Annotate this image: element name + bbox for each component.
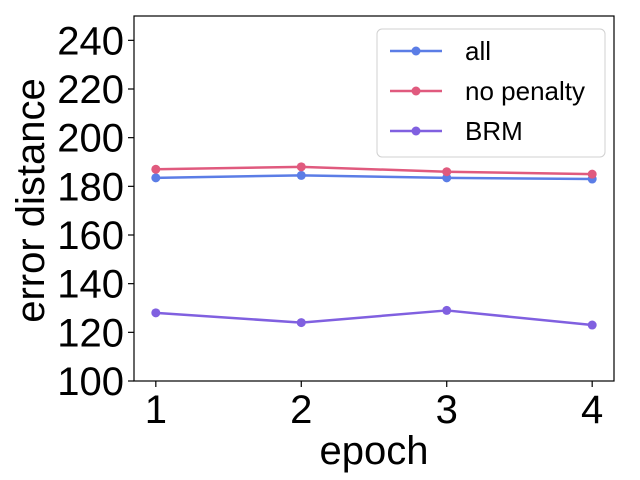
data-point — [442, 305, 452, 315]
legend-box — [376, 28, 606, 158]
legend-label: BRM — [465, 116, 523, 146]
y-tick-label: 180 — [57, 165, 124, 209]
legend-marker — [411, 46, 421, 56]
y-tick-label: 140 — [57, 263, 124, 307]
y-tick-label: 240 — [57, 19, 124, 63]
x-tick-label: 3 — [436, 388, 458, 432]
x-tick-label: 1 — [145, 388, 167, 432]
legend-label: all — [465, 36, 491, 66]
data-point — [587, 169, 597, 179]
data-point — [442, 167, 452, 177]
legend-marker — [411, 126, 421, 136]
y-tick-label: 100 — [57, 360, 124, 404]
legend-label: no penalty — [465, 76, 585, 106]
legend-marker — [411, 86, 421, 96]
series-lines — [151, 162, 597, 330]
data-point — [296, 162, 306, 172]
data-point — [151, 164, 161, 174]
x-axis-ticks: 1 2 3 4 — [145, 381, 603, 432]
y-axis-label: error distance — [9, 78, 53, 323]
x-tick-label: 4 — [581, 388, 603, 432]
series-line-2 — [155, 165, 593, 176]
y-tick-label: 220 — [57, 68, 124, 112]
y-tick-label: 120 — [57, 311, 124, 355]
data-point — [151, 173, 161, 183]
series-line-3 — [155, 309, 593, 327]
data-point — [296, 170, 306, 180]
data-point — [587, 320, 597, 330]
legend: all no penalty BRM — [376, 28, 606, 158]
x-axis-label: epoch — [320, 429, 429, 473]
y-tick-label: 160 — [57, 214, 124, 258]
data-point — [296, 318, 306, 328]
data-point — [151, 308, 161, 318]
x-tick-label: 2 — [290, 388, 312, 432]
y-tick-label: 200 — [57, 117, 124, 161]
plot-area-frame — [133, 15, 615, 382]
series-line-1 — [155, 174, 593, 181]
